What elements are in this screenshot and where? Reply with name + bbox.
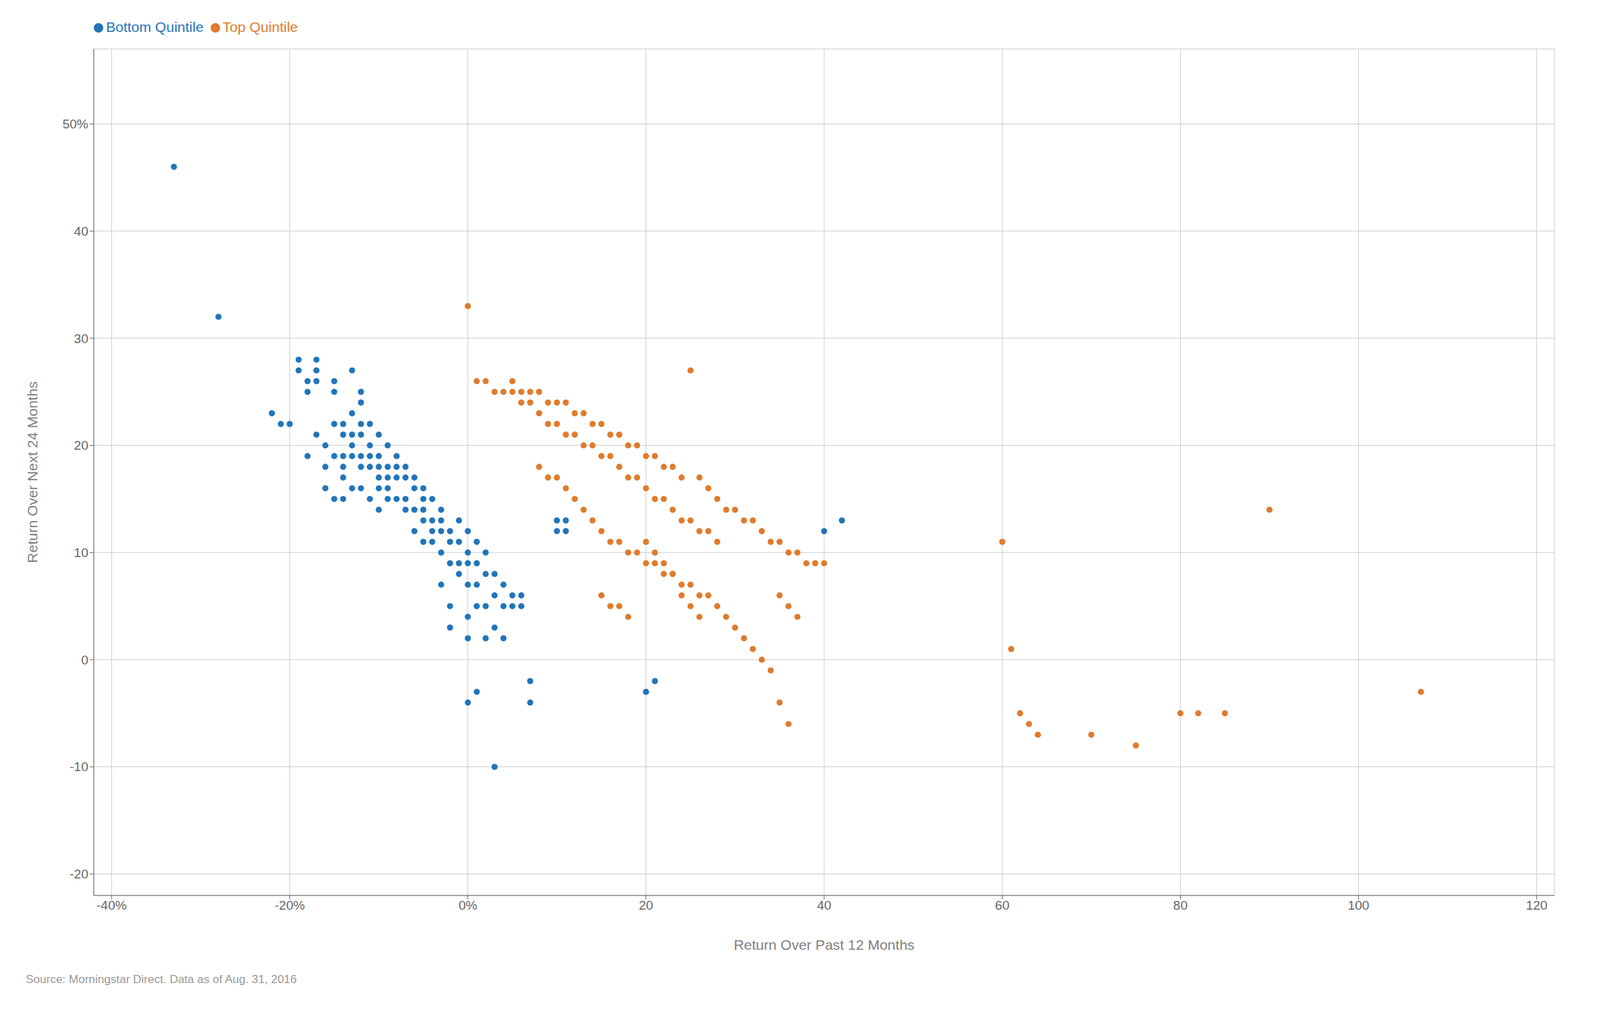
svg-text:100: 100 — [1347, 898, 1370, 913]
svg-text:40: 40 — [816, 898, 831, 913]
svg-text:-20%: -20% — [274, 898, 305, 913]
svg-text:50%: 50% — [62, 116, 89, 132]
svg-text:0%: 0% — [458, 898, 478, 913]
svg-text:Return Over Next 24 Months: Return Over Next 24 Months — [24, 381, 41, 563]
svg-text:-10: -10 — [69, 759, 89, 774]
svg-text:30: 30 — [74, 331, 89, 346]
svg-text:60: 60 — [995, 898, 1010, 913]
svg-text:10: 10 — [74, 545, 89, 560]
svg-text:20: 20 — [74, 438, 89, 453]
html-text:Source: Morningstar Direct. Da: Source: Morningstar Direct. Data as of A… — [25, 972, 297, 986]
svg-text:40: 40 — [74, 224, 89, 239]
svg-text:Return Over Past 12 Months: Return Over Past 12 Months — [733, 936, 915, 953]
svg-text:0: 0 — [80, 652, 89, 668]
html-text:Top Quintile: Top Quintile — [222, 19, 298, 35]
svg-text:20: 20 — [638, 898, 653, 913]
svg-text:80: 80 — [1173, 898, 1188, 913]
html-text:Bottom Quintile: Bottom Quintile — [105, 19, 204, 35]
svg-text:-20: -20 — [69, 866, 89, 882]
svg-text:120: 120 — [1525, 898, 1548, 913]
svg-text:-40%: -40% — [96, 898, 127, 913]
